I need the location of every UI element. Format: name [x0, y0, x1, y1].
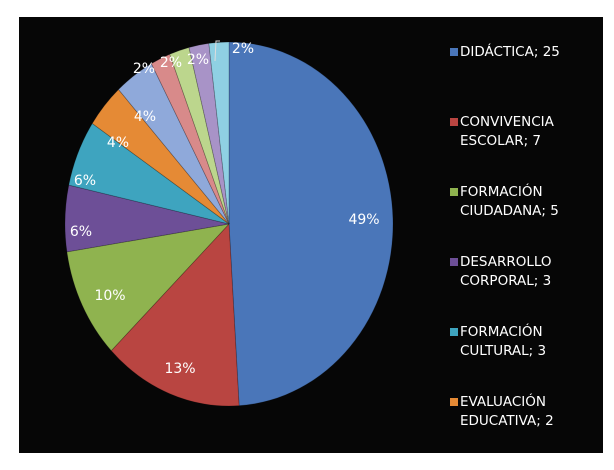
slice-label-ciudadana: 10%	[94, 288, 126, 304]
pie-slice	[188, 42, 230, 225]
pie-slice	[64, 184, 230, 253]
pie-slice	[66, 223, 231, 352]
legend-swatch-icon	[450, 328, 458, 336]
pie-slice	[228, 41, 394, 407]
pie-slice	[117, 63, 230, 225]
pie-slice	[169, 46, 230, 225]
slice-label-corporal: 6%	[69, 224, 93, 240]
pie-chart	[64, 40, 394, 407]
slice-label-other-3: 2%	[159, 55, 183, 71]
legend-swatch-icon	[450, 398, 458, 406]
pie-slice	[150, 53, 230, 225]
legend-swatch-icon	[450, 118, 458, 126]
slice-label-other-5: 2%	[231, 41, 255, 57]
slice-label-convivencia: 13%	[164, 361, 196, 377]
legend-swatch-icon	[450, 258, 458, 266]
legend-swatch-icon	[450, 188, 458, 196]
leader-line	[214, 40, 220, 62]
pie-slice	[91, 88, 230, 225]
pie-slice	[68, 122, 230, 225]
pie-slice	[208, 41, 230, 225]
slice-label-didactica: 49%	[348, 212, 380, 228]
slice-label-other-2: 2%	[132, 61, 156, 77]
legend-swatch-icon	[450, 48, 458, 56]
slice-label-other-4: 2%	[186, 52, 210, 68]
slice-label-cultural: 6%	[73, 173, 97, 189]
pie-slice	[110, 223, 240, 407]
slice-label-evaluacion: 4%	[106, 135, 130, 151]
chart-area: 49% 13% 10% 6% 6% 4% 4% 2% 2% 2% 2% DIDÁ…	[19, 17, 603, 453]
slice-label-other-1: 4%	[133, 109, 157, 125]
